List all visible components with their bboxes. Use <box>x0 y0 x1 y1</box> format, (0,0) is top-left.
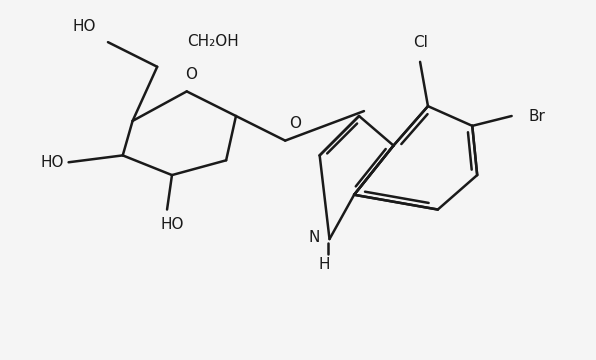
Text: Cl: Cl <box>412 35 427 50</box>
Text: O: O <box>185 67 197 82</box>
Text: CH₂OH: CH₂OH <box>187 34 238 49</box>
Text: HO: HO <box>40 155 64 170</box>
Text: HO: HO <box>73 19 96 34</box>
Text: H: H <box>319 257 330 272</box>
Text: N: N <box>308 230 319 244</box>
Text: HO: HO <box>160 217 184 233</box>
Text: O: O <box>289 116 301 131</box>
Text: Br: Br <box>529 108 545 123</box>
